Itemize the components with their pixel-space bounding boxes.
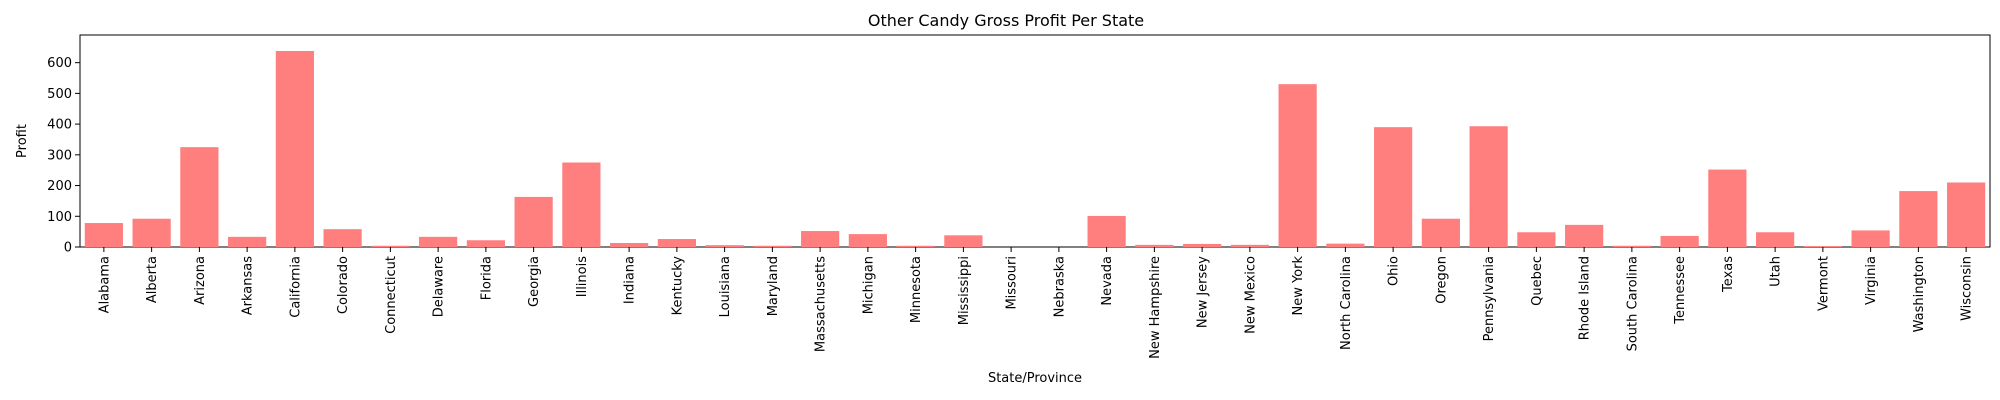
x-tick-label: Massachusetts xyxy=(814,256,829,352)
y-tick-label: 100 xyxy=(47,210,72,225)
x-tick-label: Illinois xyxy=(575,256,590,297)
bar xyxy=(1803,246,1842,247)
bar xyxy=(896,245,935,247)
bar xyxy=(180,147,219,247)
bar xyxy=(466,240,505,247)
plot-area-frame xyxy=(79,34,1991,248)
bar xyxy=(1612,245,1651,247)
bar xyxy=(1851,230,1890,247)
x-tick-label: California xyxy=(288,256,303,318)
y-axis: 0 100 200 300 400 500 600 xyxy=(47,56,80,256)
x-tick-label: Oregon xyxy=(1434,256,1449,304)
x-tick-label: North Carolina xyxy=(1339,256,1354,350)
bar xyxy=(1660,235,1699,247)
x-tick-label: Alabama xyxy=(97,256,112,313)
x-tick-label: Quebec xyxy=(1530,256,1545,306)
bar xyxy=(1135,244,1174,247)
bar xyxy=(1421,218,1460,247)
x-tick-label: New Mexico xyxy=(1243,256,1258,334)
x-tick-label: New Hampshire xyxy=(1148,256,1163,359)
bar xyxy=(848,234,887,247)
y-axis-label: Profit xyxy=(15,124,30,158)
x-tick-label: Minnesota xyxy=(909,256,924,323)
y-tick-label: 300 xyxy=(47,148,72,163)
y-tick-label: 200 xyxy=(47,179,72,194)
x-axis-label: State/Province xyxy=(988,371,1082,386)
x-tick-label: Arizona xyxy=(193,256,208,305)
x-tick-label: Connecticut xyxy=(384,256,399,334)
x-tick-label: Utah xyxy=(1769,256,1784,287)
x-tick-label: Missouri xyxy=(1005,256,1020,310)
bar xyxy=(132,218,171,247)
bar xyxy=(1565,224,1604,247)
bar xyxy=(1899,191,1938,247)
bar xyxy=(1469,126,1508,247)
x-tick-label: Vermont xyxy=(1816,256,1831,311)
chart-title: Other Candy Gross Profit Per State xyxy=(868,11,1144,30)
bar xyxy=(228,236,267,247)
x-tick-label: Rhode Island xyxy=(1578,256,1593,340)
bar xyxy=(657,239,696,247)
x-tick-label: Ohio xyxy=(1387,256,1402,286)
bar xyxy=(1374,127,1413,247)
x-tick-label: Georgia xyxy=(527,256,542,307)
bar xyxy=(514,196,553,247)
x-tick-label: Delaware xyxy=(432,256,447,317)
x-tick-label: Kentucky xyxy=(670,256,685,316)
x-tick-label: Washington xyxy=(1912,256,1927,332)
x-tick-label: Louisiana xyxy=(718,256,733,317)
bar xyxy=(562,162,601,247)
bar xyxy=(323,229,362,247)
x-tick-label: Arkansas xyxy=(241,256,256,315)
y-tick-label: 500 xyxy=(47,87,72,102)
x-tick-label: Tennessee xyxy=(1673,256,1688,325)
bar xyxy=(705,245,744,247)
x-tick-label: Nebraska xyxy=(1052,256,1067,317)
bar xyxy=(1230,244,1269,247)
y-tick-label: 600 xyxy=(47,56,72,71)
x-tick-label: Mississippi xyxy=(957,256,972,325)
x-tick-label: Michigan xyxy=(861,256,876,314)
x-tick-label: Indiana xyxy=(623,256,638,304)
bar xyxy=(84,223,123,247)
x-tick-label: Nevada xyxy=(1100,256,1115,306)
x-tick-label: Alberta xyxy=(145,256,160,303)
bar xyxy=(1278,84,1317,247)
x-tick-label: New Jersey xyxy=(1196,256,1211,328)
x-tick-label: Pennsylvania xyxy=(1482,256,1497,341)
bar xyxy=(1326,243,1365,247)
bars-group xyxy=(84,50,1986,248)
x-tick-label: Virginia xyxy=(1864,256,1879,305)
y-tick-label: 0 xyxy=(64,241,72,256)
bar xyxy=(1756,232,1795,247)
bar xyxy=(1708,169,1747,247)
x-tick-label: Wisconsin xyxy=(1960,256,1975,321)
bar xyxy=(801,231,840,247)
x-tick-label: Florida xyxy=(479,256,494,300)
x-tick-label: New York xyxy=(1291,256,1306,316)
x-axis: Alabama Alberta Arizona Arkansas California C… xyxy=(97,247,1975,359)
x-tick-label: Colorado xyxy=(336,256,351,314)
bar xyxy=(753,245,792,247)
bar xyxy=(371,245,410,247)
x-tick-label: Texas xyxy=(1721,256,1736,293)
bar xyxy=(944,235,983,247)
bar xyxy=(1087,215,1126,247)
bar xyxy=(610,243,649,247)
bar xyxy=(1183,243,1222,247)
y-tick-label: 400 xyxy=(47,118,72,133)
bar xyxy=(275,50,314,248)
x-tick-label: South Carolina xyxy=(1625,256,1640,351)
bar xyxy=(419,236,458,247)
x-tick-label: Maryland xyxy=(766,256,781,316)
bar xyxy=(1517,232,1556,247)
bar xyxy=(1947,182,1986,247)
